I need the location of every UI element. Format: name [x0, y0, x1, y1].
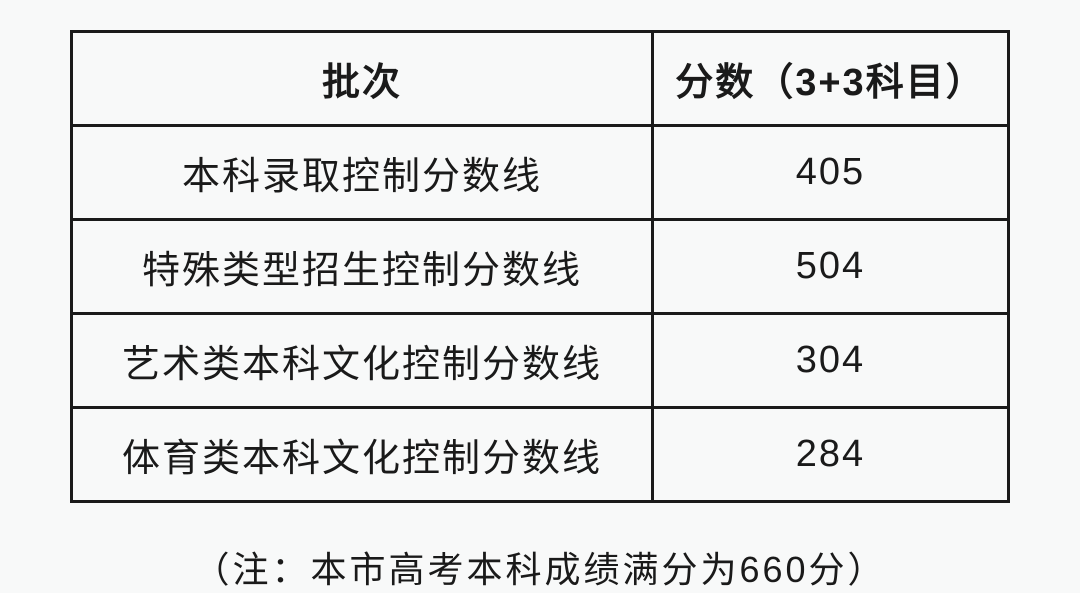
cell-score: 284	[652, 408, 1008, 502]
table-row: 特殊类型招生控制分数线 504	[72, 220, 1009, 314]
table-header-row: 批次 分数（3+3科目）	[72, 32, 1009, 126]
table-row: 艺术类本科文化控制分数线 304	[72, 314, 1009, 408]
cell-category: 体育类本科文化控制分数线	[72, 408, 653, 502]
cell-category: 特殊类型招生控制分数线	[72, 220, 653, 314]
cell-score: 405	[652, 126, 1008, 220]
column-header-category: 批次	[72, 32, 653, 126]
cell-category: 本科录取控制分数线	[72, 126, 653, 220]
cell-score: 304	[652, 314, 1008, 408]
table-row: 本科录取控制分数线 405	[72, 126, 1009, 220]
column-header-score: 分数（3+3科目）	[652, 32, 1008, 126]
cell-score: 504	[652, 220, 1008, 314]
footnote-text: （注：本市高考本科成绩满分为660分）	[193, 541, 886, 593]
cell-category: 艺术类本科文化控制分数线	[72, 314, 653, 408]
table-row: 体育类本科文化控制分数线 284	[72, 408, 1009, 502]
score-cutoff-table: 批次 分数（3+3科目） 本科录取控制分数线 405 特殊类型招生控制分数线 5…	[70, 30, 1010, 503]
